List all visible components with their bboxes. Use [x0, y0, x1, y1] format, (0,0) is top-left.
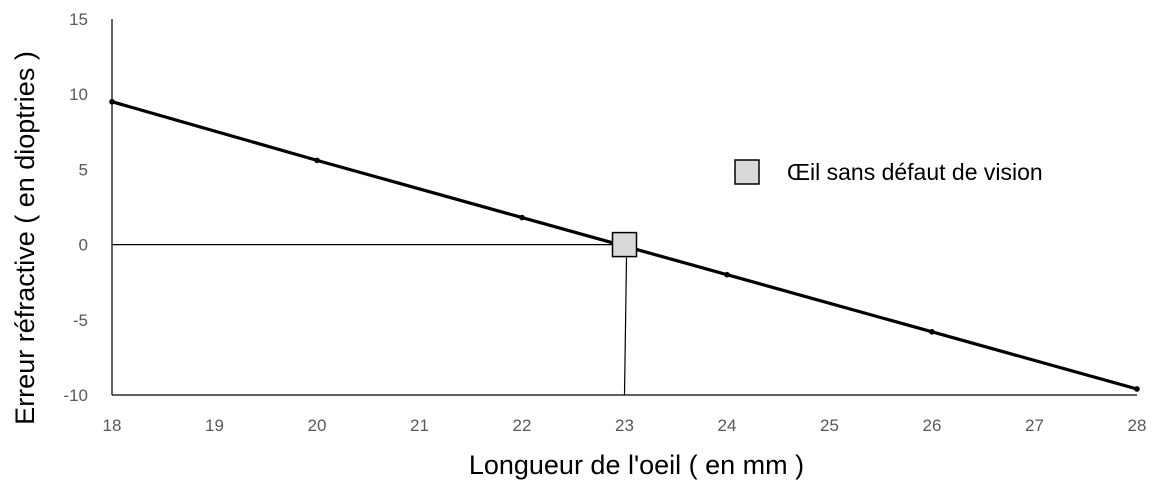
x-tick-label: 22 [513, 416, 532, 435]
x-tick-label: 20 [308, 416, 327, 435]
x-tick-label: 23 [615, 416, 634, 435]
data-point [109, 98, 115, 105]
x-tick-label: 24 [718, 416, 737, 435]
no-defect-marker [611, 231, 638, 258]
y-tick-label: 5 [79, 160, 88, 179]
x-tick-label: 18 [103, 416, 122, 435]
data-point [314, 157, 320, 164]
y-tick-label: 15 [69, 10, 88, 29]
legend-swatch [734, 159, 760, 185]
y-tick-label: 0 [79, 236, 88, 255]
x-tick-label: 27 [1025, 416, 1044, 435]
y-tick-label: -5 [73, 311, 88, 330]
data-point [929, 329, 935, 335]
x-axis-title: Longueur de l'oeil ( en mm ) [469, 450, 804, 480]
marker-drop-line [623, 257, 628, 396]
data-point [1134, 386, 1140, 392]
x-tick-label: 26 [923, 416, 942, 435]
axes [111, 19, 1137, 396]
tick-labels: 18 19 20 21 22 23 24 25 26 27 28 -10 -5 0 5 10 15 [63, 10, 1146, 435]
x-tick-label: 21 [410, 416, 429, 435]
x-tick-label: 19 [205, 416, 224, 435]
marker-group [611, 231, 638, 258]
x-tick-label: 28 [1128, 416, 1147, 435]
y-axis-title: Erreur réfractive ( en dioptries ) [10, 51, 40, 425]
legend-label: Œil sans défaut de vision [787, 159, 1043, 185]
reference-lines [112, 244, 628, 396]
data-point [519, 214, 525, 221]
y-tick-label: 10 [69, 85, 88, 104]
data-point [724, 271, 730, 278]
x-tick-label: 25 [820, 416, 839, 435]
y-tick-label: -10 [63, 386, 88, 405]
legend: Œil sans défaut de vision [734, 159, 1043, 185]
